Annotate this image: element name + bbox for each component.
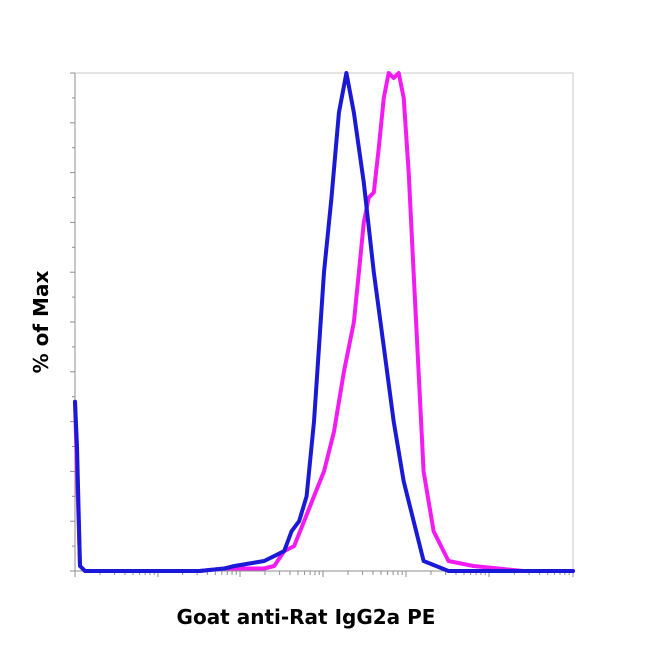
y-axis-title: % of Max bbox=[29, 271, 53, 374]
series-layer bbox=[73, 71, 575, 573]
x-axis-title: Goat anti-Rat IgG2a PE bbox=[177, 605, 436, 629]
series-line-0 bbox=[73, 71, 575, 573]
